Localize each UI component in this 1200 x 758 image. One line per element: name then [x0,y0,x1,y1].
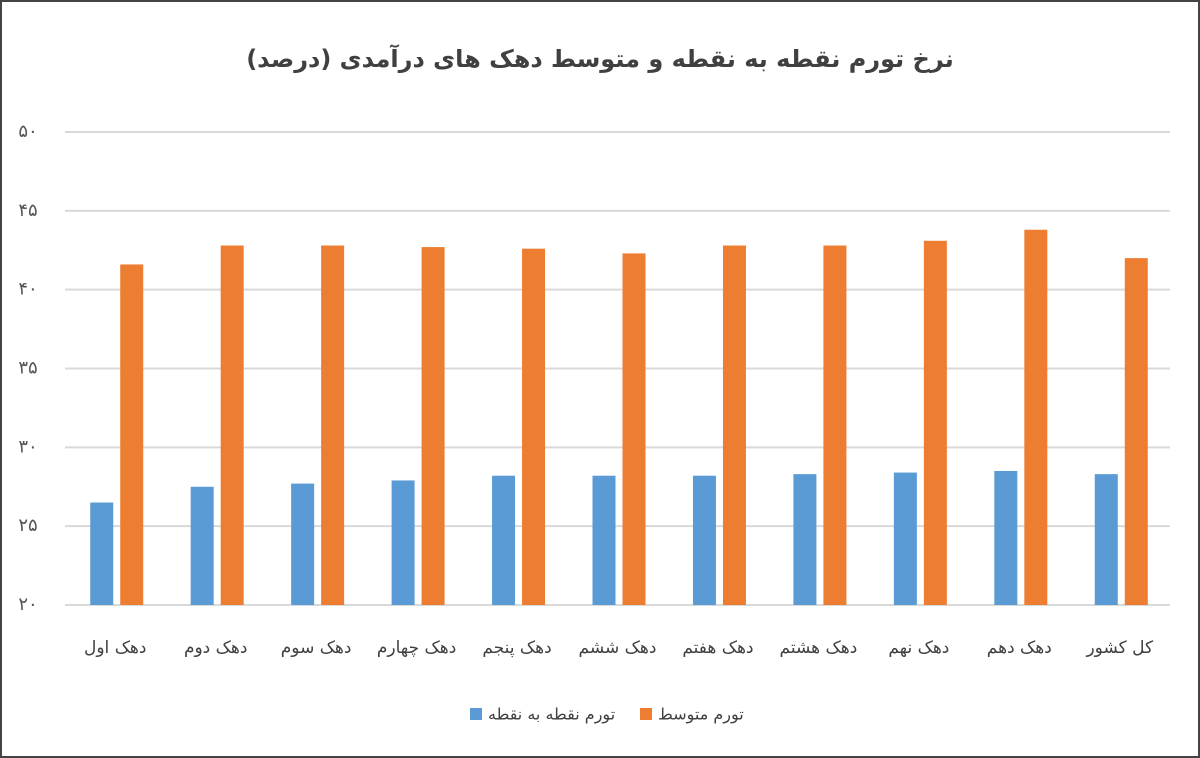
x-tick-label: دهک هفتم [682,638,753,658]
y-tick-label: ۴۰ [18,279,37,300]
bar [1124,258,1148,605]
bar [1024,229,1048,605]
legend-swatch [640,708,652,720]
y-tick-label: ۵۰ [18,121,37,142]
bar [90,502,114,605]
x-tick-label: دهک ششم [579,638,657,658]
x-tick-label: دهک سوم [281,638,352,658]
x-tick-label: دهک اول [84,638,146,658]
x-tick-label: دهک دهم [987,638,1052,658]
y-tick-label: ۲۵ [18,515,37,536]
bar [120,264,144,605]
bar [522,248,546,605]
bar [994,470,1018,605]
x-tick-label: کل کشور [1085,638,1154,658]
chart-title: نرخ تورم نقطه به نقطه و متوسط دهک های در… [246,44,954,73]
bar [823,245,847,605]
bar [220,245,244,605]
bar [492,475,516,605]
x-tick-label: دهک نهم [888,638,949,658]
legend-label: تورم متوسط [658,705,744,725]
x-tick-label: دهک چهارم [377,638,456,658]
bar [722,245,746,605]
y-tick-label: ۴۵ [18,200,37,221]
x-tick-label: دهک هشتم [780,638,858,658]
bar [190,486,214,605]
bar [923,240,947,606]
legend-swatch [470,708,482,720]
bar [622,253,646,606]
bar [893,472,917,605]
bar [321,245,345,605]
bar [291,483,315,605]
bar [421,247,445,605]
bar [692,475,716,605]
y-tick-label: ۳۵ [18,358,37,379]
x-tick-label: دهک پنجم [482,638,551,658]
bar [793,474,817,605]
legend-label: تورم نقطه به نقطه [488,705,615,725]
y-tick-label: ۲۰ [18,594,37,615]
bar [391,480,415,605]
bar [592,475,616,605]
bar [1094,474,1118,605]
y-tick-label: ۳۰ [18,436,37,457]
x-tick-label: دهک دوم [184,638,247,658]
